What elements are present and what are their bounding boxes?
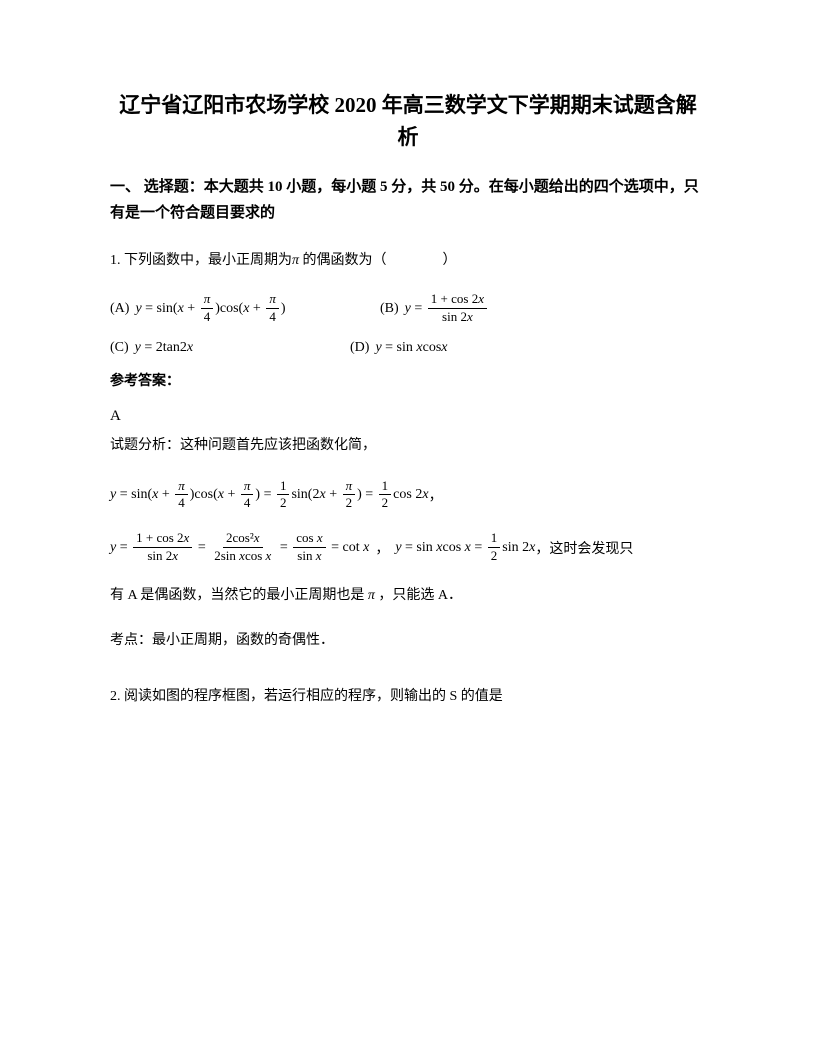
q1-text-before: 1. 下列函数中，最小正周期为 bbox=[110, 253, 292, 268]
option-a-formula: y = sin(x + π4 )cos(x + π4 ) bbox=[135, 291, 285, 326]
option-c-label: (C) bbox=[110, 340, 129, 356]
analysis-intro: 试题分析：这种问题首先应该把函数化简， bbox=[110, 433, 706, 460]
analysis-line3-tail: ，只能选 A． bbox=[378, 588, 462, 603]
analysis-line2-tail: ，这时会发现只 bbox=[535, 538, 633, 558]
question-2-text: 2. 阅读如图的程序框图，若运行相应的程序，则输出的 S 的值是 bbox=[110, 684, 706, 709]
option-a: (A) y = sin(x + π4 )cos(x + π4 ) bbox=[110, 291, 380, 326]
section-header: 一、 选择题：本大题共 10 小题，每小题 5 分，共 50 分。在每小题给出的… bbox=[110, 175, 706, 226]
option-c-formula: y = 2tan2x bbox=[135, 340, 193, 356]
option-b: (B) y = 1 + cos 2xsin 2x bbox=[380, 291, 489, 326]
exam-title: 辽宁省辽阳市农场学校 2020 年高三数学文下学期期末试题含解析 bbox=[110, 90, 706, 153]
options-row-1: (A) y = sin(x + π4 )cos(x + π4 ) (B) y =… bbox=[110, 291, 706, 326]
option-b-formula: y = 1 + cos 2xsin 2x bbox=[405, 291, 489, 326]
pi-symbol: π bbox=[292, 253, 299, 268]
option-d-formula: y = sin xcosx bbox=[375, 340, 447, 356]
comma-2: ， bbox=[375, 538, 389, 558]
analysis-formula-2: y = 1 + cos 2xsin 2x = 2cos²x2sin xcos x… bbox=[110, 530, 706, 565]
question-1-text: 1. 下列函数中，最小正周期为π 的偶函数为（ ） bbox=[110, 248, 706, 273]
option-c: (C) y = 2tan2x bbox=[110, 340, 350, 356]
pi-symbol-2: π bbox=[368, 588, 375, 603]
option-a-label: (A) bbox=[110, 301, 129, 317]
options-row-2: (C) y = 2tan2x (D) y = sin xcosx bbox=[110, 340, 706, 356]
option-d: (D) y = sin xcosx bbox=[350, 340, 448, 356]
comma-1: ， bbox=[429, 485, 443, 505]
answer-label: 参考答案： bbox=[110, 370, 706, 390]
q1-text-after: 的偶函数为（ ） bbox=[303, 253, 457, 268]
option-d-label: (D) bbox=[350, 340, 369, 356]
option-b-label: (B) bbox=[380, 301, 399, 317]
analysis-conclusion: 有 A 是偶函数，当然它的最小正周期也是 π ，只能选 A． bbox=[110, 583, 706, 610]
keypoint: 考点：最小正周期，函数的奇偶性． bbox=[110, 628, 706, 655]
analysis-line3: 有 A 是偶函数，当然它的最小正周期也是 bbox=[110, 588, 364, 603]
analysis-formula-1: y = sin(x + π4 )cos(x + π4 ) = 12 sin(2x… bbox=[110, 478, 706, 513]
answer-letter: A bbox=[110, 408, 706, 425]
